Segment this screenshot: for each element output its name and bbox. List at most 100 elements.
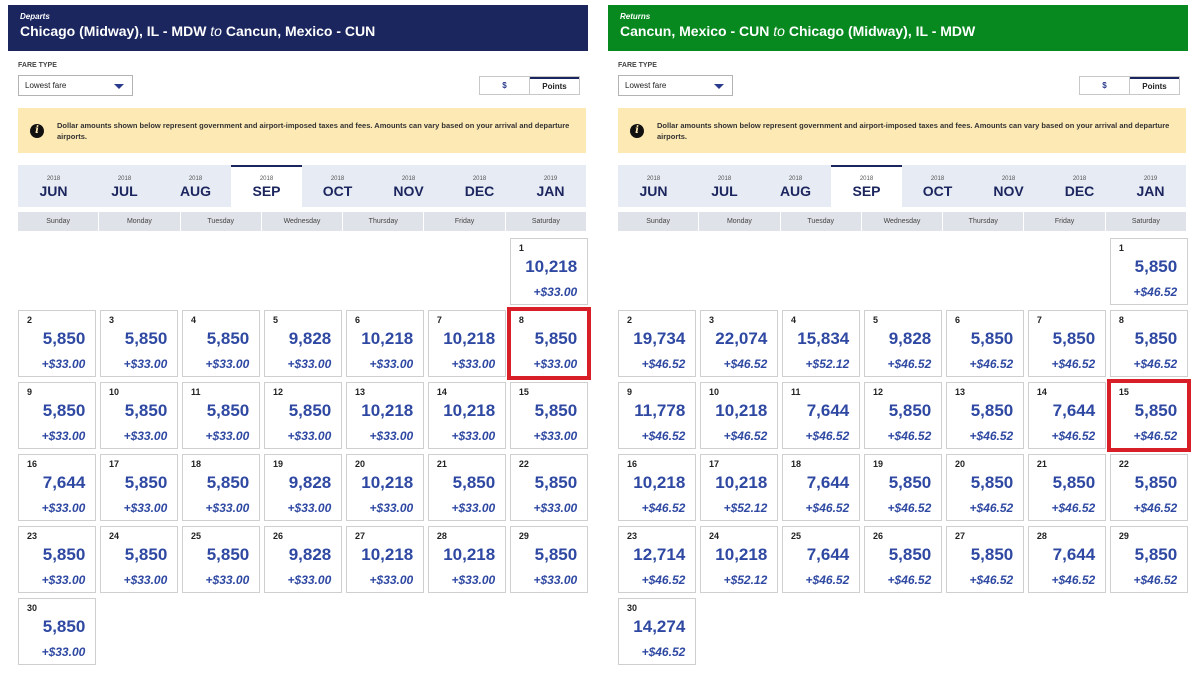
day-number: 15 xyxy=(518,387,529,397)
calendar-day-cell[interactable]: 5 9,828 +$46.52 xyxy=(863,310,943,377)
calendar-day-cell[interactable]: 15 5,850 +$46.52 xyxy=(1106,379,1192,452)
calendar-day-cell[interactable]: 11 5,850 +$33.00 xyxy=(181,382,261,449)
calendar-day-cell[interactable]: 1 5,850 +$46.52 xyxy=(1109,238,1189,305)
month-year: 2018 xyxy=(859,176,874,182)
calendar-day-cell[interactable]: 14 10,218 +$33.00 xyxy=(427,382,507,449)
calendar-day-cell[interactable]: 18 5,850 +$33.00 xyxy=(181,454,261,521)
month-tab-jan[interactable]: 2019 JAN xyxy=(1115,165,1186,207)
month-tab-aug[interactable]: 2018 AUG xyxy=(160,165,231,207)
month-tab-aug[interactable]: 2018 AUG xyxy=(760,165,831,207)
taxes-fees: +$46.52 xyxy=(1133,285,1178,299)
calendar-day-cell[interactable]: 17 10,218 +$52.12 xyxy=(699,454,779,521)
calendar-day-cell[interactable]: 28 10,218 +$33.00 xyxy=(427,526,507,593)
dollar-toggle-button[interactable]: $ xyxy=(480,77,530,94)
calendar-day-cell[interactable]: 30 14,274 +$46.52 xyxy=(618,598,697,665)
month-year: 2018 xyxy=(117,176,132,182)
calendar-day-cell[interactable]: 18 7,644 +$46.52 xyxy=(781,454,861,521)
day-number: 10 xyxy=(708,387,719,397)
calendar-day-cell[interactable]: 28 7,644 +$46.52 xyxy=(1027,526,1107,593)
calendar-day-cell[interactable]: 3 22,074 +$46.52 xyxy=(699,310,779,377)
calendar-day-cell[interactable]: 17 5,850 +$33.00 xyxy=(99,454,179,521)
calendar-day-cell[interactable]: 10 5,850 +$33.00 xyxy=(99,382,179,449)
calendar-day-cell[interactable]: 25 7,644 +$46.52 xyxy=(781,526,861,593)
calendar-day-cell[interactable]: 26 5,850 +$46.52 xyxy=(863,526,943,593)
points-price: 5,850 xyxy=(452,473,496,492)
calendar-day-cell[interactable]: 25 5,850 +$33.00 xyxy=(181,526,261,593)
day-number: 9 xyxy=(27,387,33,397)
points-price: 7,644 xyxy=(806,401,850,420)
calendar-day-cell[interactable]: 16 10,218 +$46.52 xyxy=(618,454,697,521)
fare-type-select[interactable]: Lowest fare xyxy=(618,75,733,96)
calendar-day-cell[interactable]: 22 5,850 +$33.00 xyxy=(509,454,589,521)
points-toggle-button[interactable]: Points xyxy=(1130,77,1179,94)
month-tab-jan[interactable]: 2019 JAN xyxy=(515,165,586,207)
calendar-day-cell[interactable]: 14 7,644 +$46.52 xyxy=(1027,382,1107,449)
month-tab-sep[interactable]: 2018 SEP xyxy=(231,165,302,207)
calendar-day-cell[interactable]: 22 5,850 +$46.52 xyxy=(1109,454,1189,521)
calendar-day-cell[interactable]: 7 10,218 +$33.00 xyxy=(427,310,507,377)
calendar-day-cell[interactable]: 13 10,218 +$33.00 xyxy=(345,382,425,449)
month-tab-jun[interactable]: 2018 JUN xyxy=(18,165,89,207)
calendar-day-cell[interactable]: 20 10,218 +$33.00 xyxy=(345,454,425,521)
month-tab-dec[interactable]: 2018 DEC xyxy=(444,165,515,207)
calendar-day-cell[interactable]: 2 5,850 +$33.00 xyxy=(18,310,97,377)
points-toggle-button[interactable]: Points xyxy=(530,77,579,94)
calendar-day-cell[interactable]: 30 5,850 +$33.00 xyxy=(18,598,97,665)
month-tab-dec[interactable]: 2018 DEC xyxy=(1044,165,1115,207)
month-tab-oct[interactable]: 2018 OCT xyxy=(302,165,373,207)
calendar-day-cell[interactable]: 7 5,850 +$46.52 xyxy=(1027,310,1107,377)
calendar-day-cell[interactable]: 9 11,778 +$46.52 xyxy=(618,382,697,449)
calendar-day-cell[interactable]: 12 5,850 +$33.00 xyxy=(263,382,343,449)
points-price: 5,850 xyxy=(288,401,332,420)
calendar-day-cell[interactable]: 5 9,828 +$33.00 xyxy=(263,310,343,377)
calendar-day-cell[interactable]: 2 19,734 +$46.52 xyxy=(618,310,697,377)
month-tab-oct[interactable]: 2018 OCT xyxy=(902,165,973,207)
calendar-day-cell[interactable]: 13 5,850 +$46.52 xyxy=(945,382,1025,449)
calendar-day-cell[interactable]: 6 5,850 +$46.52 xyxy=(945,310,1025,377)
calendar-day-cell[interactable]: 24 10,218 +$52.12 xyxy=(699,526,779,593)
month-tab-sep[interactable]: 2018 SEP xyxy=(831,165,902,207)
calendar-day-cell[interactable]: 21 5,850 +$33.00 xyxy=(427,454,507,521)
day-number: 30 xyxy=(27,603,38,613)
calendar-day-cell[interactable]: 4 5,850 +$33.00 xyxy=(181,310,261,377)
month-tab-jul[interactable]: 2018 JUL xyxy=(689,165,760,207)
calendar-day-cell[interactable]: 16 7,644 +$33.00 xyxy=(18,454,97,521)
dollar-toggle-button[interactable]: $ xyxy=(1080,77,1130,94)
taxes-fees: +$33.00 xyxy=(533,573,578,587)
calendar-day-cell[interactable]: 1 10,218 +$33.00 xyxy=(509,238,589,305)
month-tab-jul[interactable]: 2018 JUL xyxy=(89,165,160,207)
points-price: 10,218 xyxy=(361,545,414,564)
calendar-day-cell[interactable]: 11 7,644 +$46.52 xyxy=(781,382,861,449)
points-price: 5,850 xyxy=(534,473,578,492)
weekday-label: Friday xyxy=(424,212,505,231)
taxes-fees: +$33.00 xyxy=(369,357,414,371)
calendar-day-cell[interactable]: 20 5,850 +$46.52 xyxy=(945,454,1025,521)
fare-type-select[interactable]: Lowest fare xyxy=(18,75,133,96)
calendar-day-cell[interactable]: 12 5,850 +$46.52 xyxy=(863,382,943,449)
month-tab-nov[interactable]: 2018 NOV xyxy=(973,165,1044,207)
month-tab-nov[interactable]: 2018 NOV xyxy=(373,165,444,207)
calendar-day-cell[interactable]: 19 9,828 +$33.00 xyxy=(263,454,343,521)
calendar-day-cell[interactable]: 19 5,850 +$46.52 xyxy=(863,454,943,521)
calendar-day-cell[interactable]: 21 5,850 +$46.52 xyxy=(1027,454,1107,521)
calendar-day-cell[interactable]: 23 12,714 +$46.52 xyxy=(618,526,697,593)
calendar-day-cell[interactable]: 3 5,850 +$33.00 xyxy=(99,310,179,377)
calendar-day-cell[interactable]: 27 10,218 +$33.00 xyxy=(345,526,425,593)
calendar-day-cell[interactable]: 29 5,850 +$46.52 xyxy=(1109,526,1189,593)
month-year: 2018 xyxy=(1001,176,1016,182)
calendar-day-cell[interactable]: 26 9,828 +$33.00 xyxy=(263,526,343,593)
calendar-day-cell[interactable]: 29 5,850 +$33.00 xyxy=(509,526,589,593)
month-tab-jun[interactable]: 2018 JUN xyxy=(618,165,689,207)
calendar-day-cell[interactable]: 6 10,218 +$33.00 xyxy=(345,310,425,377)
calendar-day-cell[interactable]: 23 5,850 +$33.00 xyxy=(18,526,97,593)
calendar-day-cell[interactable]: 8 5,850 +$33.00 xyxy=(506,307,592,380)
points-price: 11,778 xyxy=(634,401,686,420)
calendar-day-cell[interactable]: 9 5,850 +$33.00 xyxy=(18,382,97,449)
calendar-day-cell[interactable]: 27 5,850 +$46.52 xyxy=(945,526,1025,593)
calendar-day-cell[interactable]: 8 5,850 +$46.52 xyxy=(1109,310,1189,377)
points-price: 5,850 xyxy=(1052,473,1096,492)
calendar-day-cell[interactable]: 4 15,834 +$52.12 xyxy=(781,310,861,377)
calendar-day-cell[interactable]: 10 10,218 +$46.52 xyxy=(699,382,779,449)
calendar-day-cell[interactable]: 15 5,850 +$33.00 xyxy=(509,382,589,449)
calendar-day-cell[interactable]: 24 5,850 +$33.00 xyxy=(99,526,179,593)
